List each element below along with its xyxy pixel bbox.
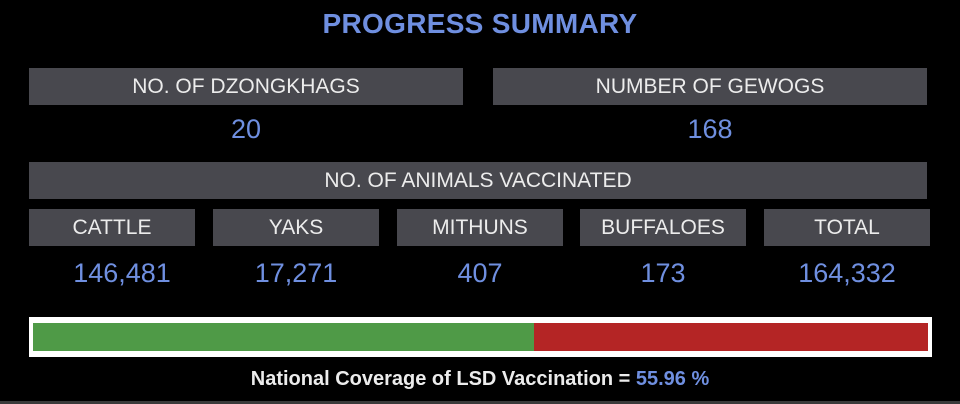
coverage-percent: 55.96 %: [635, 368, 710, 390]
buffaloes-header: BUFFALOES: [580, 209, 746, 246]
coverage-fill: [33, 323, 534, 351]
page-title: PROGRESS SUMMARY: [322, 8, 638, 39]
animals-vaccinated-header: NO. OF ANIMALS VACCINATED: [29, 162, 927, 199]
coverage-caption: National Coverage of LSD Vaccination = 5…: [0, 368, 960, 391]
coverage-progress-bar: [29, 317, 932, 357]
gewogs-header: NUMBER OF GEWOGS: [493, 68, 927, 105]
bottom-divider: [0, 401, 960, 404]
buffaloes-value: 173: [640, 258, 686, 288]
cattle-header: CATTLE: [29, 209, 195, 246]
total-header: TOTAL: [764, 209, 930, 246]
gewogs-value: 168: [687, 114, 733, 144]
mithuns-value: 407: [457, 258, 503, 288]
yaks-header: YAKS: [213, 209, 379, 246]
yaks-value: 17,271: [254, 258, 338, 288]
coverage-remaining-track: [33, 323, 928, 351]
total-value: 164,332: [798, 258, 896, 288]
cattle-value: 146,481: [73, 258, 171, 288]
mithuns-header: MITHUNS: [397, 209, 563, 246]
coverage-label: National Coverage of LSD Vaccination =: [250, 368, 631, 390]
dzongkhags-value: 20: [230, 114, 262, 144]
dzongkhags-header: NO. OF DZONGKHAGS: [29, 68, 463, 105]
